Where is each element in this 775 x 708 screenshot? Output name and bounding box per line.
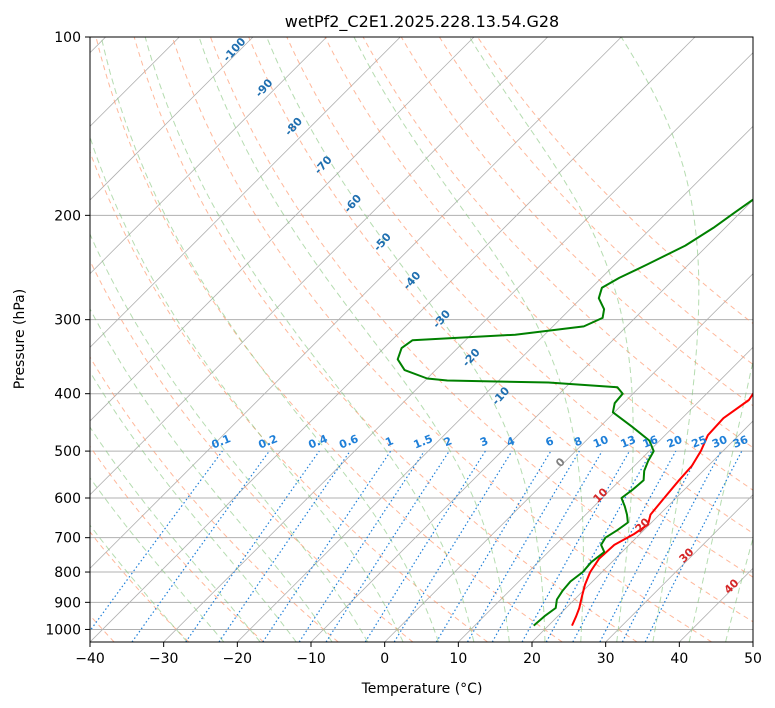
- mixing-ratio-line: [572, 450, 677, 642]
- x-tick-label: 40: [670, 651, 688, 667]
- isotherm-line: [90, 37, 696, 642]
- moist-adiabat: [90, 476, 225, 642]
- y-tick-label: 600: [54, 491, 81, 507]
- mixing-ratio-line: [435, 450, 552, 642]
- mixing-ratio-line: [90, 450, 223, 632]
- y-axis-label: Pressure (hPa): [12, 289, 28, 389]
- isotherm-line: [90, 37, 401, 348]
- mixing-ratio-label: 1: [383, 434, 395, 449]
- mixing-ratio-line: [364, 450, 486, 642]
- mixing-ratio-line: [491, 450, 603, 642]
- mixing-ratio-label: 10: [591, 433, 610, 451]
- mixing-ratio-label: 36: [731, 433, 750, 451]
- mixing-ratio-line: [325, 450, 450, 642]
- x-tick-label: −30: [149, 651, 179, 667]
- moist-adiabat: [144, 37, 475, 642]
- temperature-profile: [571, 392, 753, 627]
- y-tick-label: 300: [54, 313, 81, 329]
- mixing-ratio-line: [545, 450, 653, 642]
- dry-adiabat: [90, 531, 190, 642]
- dry-adiabat: [362, 37, 753, 449]
- mixing-ratio-label: 30: [710, 433, 729, 451]
- dry-adiabat: [324, 37, 753, 491]
- x-tick-label: 10: [449, 651, 467, 667]
- moist-adiabat: [90, 308, 333, 642]
- moist-adiabat: [688, 358, 753, 642]
- x-tick-label: −20: [223, 651, 253, 667]
- moist-adiabat: [90, 135, 404, 642]
- x-tick-label: −40: [75, 651, 105, 667]
- dry-adiabat: [248, 37, 753, 578]
- dry-adiabat: [438, 37, 753, 366]
- moist-adiabat: [198, 37, 510, 642]
- y-tick-label: 800: [54, 565, 81, 581]
- isotherm-line: [384, 273, 753, 642]
- moist-adiabat: [100, 37, 439, 642]
- dry-adiabat: [95, 37, 563, 642]
- y-tick-label: 900: [54, 595, 81, 611]
- y-tick-label: 500: [54, 444, 81, 460]
- mixing-ratio-label: 25: [690, 433, 709, 451]
- mixing-ratio-label: 8: [572, 434, 584, 449]
- mixing-ratio-label: 3: [478, 434, 490, 449]
- mixing-ratio-line: [393, 450, 513, 642]
- y-tick-label: 1000: [45, 622, 81, 638]
- dry-adiabat: [400, 37, 753, 407]
- isotherm-line: [458, 346, 753, 642]
- mixing-ratio-line: [218, 450, 351, 642]
- plot-frame: [89, 36, 754, 643]
- dewpoint-profile: [396, 198, 753, 627]
- x-tick-label: 30: [597, 651, 615, 667]
- y-tick-label: 100: [54, 30, 81, 46]
- moist-adiabat: [90, 426, 261, 642]
- y-tick-label: 200: [54, 208, 81, 224]
- mixing-ratio-label: 2: [442, 434, 454, 449]
- isotherm-line: [90, 37, 254, 201]
- x-tick-label: 20: [523, 651, 541, 667]
- isotherm-line: [163, 52, 753, 642]
- moist-adiabat: [353, 37, 584, 642]
- isotherm-line: [90, 37, 327, 275]
- dry-adiabat: [210, 37, 753, 623]
- mixing-ratio-label: 13: [619, 433, 638, 451]
- isotherm-line: [90, 37, 622, 569]
- moist-adiabat: [266, 37, 546, 642]
- dry-adiabat: [90, 356, 339, 642]
- moist-adiabat: [90, 370, 297, 642]
- isotherm-line: [531, 420, 753, 642]
- moist-adiabat: [90, 232, 369, 642]
- moist-adiabat: [620, 37, 700, 642]
- mixing-ratio-line: [185, 450, 320, 642]
- mixing-ratio-line: [131, 450, 270, 642]
- mixing-ratio-line: [521, 450, 631, 642]
- dry-adiabat: [286, 37, 753, 534]
- isotherm-line: [605, 494, 753, 642]
- x-tick-label: 50: [744, 651, 762, 667]
- dry-adiabat: [133, 37, 638, 642]
- plot-area: [90, 37, 753, 642]
- moist-adiabat: [90, 524, 188, 642]
- x-tick-label: −10: [296, 651, 326, 667]
- x-axis-label: Temperature (°C): [361, 681, 483, 697]
- y-tick-label: 700: [54, 531, 81, 547]
- isotherm-line: [237, 125, 753, 642]
- isotherm-line: [90, 37, 548, 496]
- dry-adiabat: [90, 259, 414, 642]
- x-tick-label: 0: [380, 651, 389, 667]
- isotherm-line: [90, 37, 475, 422]
- mixing-ratio-line: [466, 450, 580, 642]
- chart-title: wetPf2_C2E1.2025.228.13.54.G28: [285, 12, 559, 32]
- mixing-ratio-label: 16: [641, 433, 660, 451]
- moist-adiabat: [725, 536, 753, 642]
- mixing-ratio-label: 20: [665, 433, 684, 451]
- y-tick-label: 400: [54, 387, 81, 403]
